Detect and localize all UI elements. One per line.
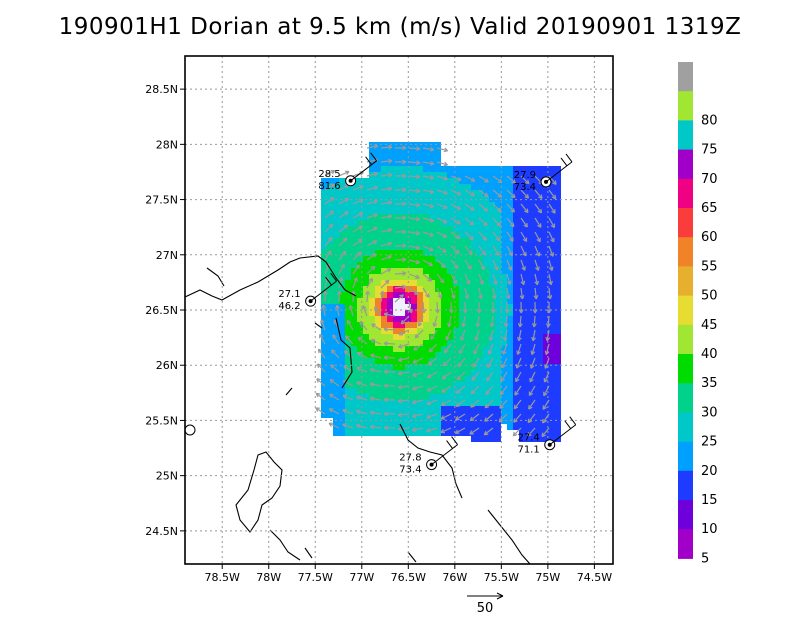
legend-label: 70 bbox=[701, 172, 718, 187]
station-marker: 27.973.4 bbox=[514, 153, 573, 193]
axis-ticks: 28.5N 28N 27.5N 27N 26.5N 26N 25.5N 25N 24.5N 78.… bbox=[145, 83, 612, 584]
legend-label: 10 bbox=[701, 522, 718, 537]
station-wind-label: 73.4 bbox=[514, 182, 536, 193]
lon-tick-label: 78W bbox=[256, 571, 281, 584]
scale-vector-label: 50 bbox=[477, 601, 494, 616]
legend-swatch bbox=[678, 266, 693, 297]
lat-tick-label: 24.5N bbox=[145, 525, 178, 538]
legend-swatch bbox=[678, 470, 693, 501]
legend-swatch bbox=[678, 441, 693, 472]
lon-tick-label: 76W bbox=[442, 571, 467, 584]
legend-label: 65 bbox=[701, 201, 718, 216]
legend-label: 45 bbox=[701, 318, 718, 333]
legend-swatch bbox=[678, 295, 693, 326]
legend-swatch bbox=[678, 383, 693, 413]
lon-tick-label: 74.5W bbox=[577, 571, 612, 584]
station-temp-label: 27.9 bbox=[514, 170, 536, 181]
color-legend: 80 75 70 65 60 55 50 45 40 35 30 25 20 15 10 5 bbox=[678, 62, 718, 566]
station-marker: 27.471.1 bbox=[517, 416, 577, 456]
lat-tick-label: 26N bbox=[156, 359, 178, 372]
legend-label: 15 bbox=[701, 493, 718, 508]
legend-label: 80 bbox=[701, 113, 718, 128]
legend-label: 25 bbox=[701, 435, 718, 450]
legend-label: 75 bbox=[701, 143, 718, 158]
lon-tick-label: 75W bbox=[535, 571, 560, 584]
map-title: 190901H1 Dorian at 9.5 km (m/s) Valid 20… bbox=[58, 14, 742, 40]
legend-swatch bbox=[678, 91, 693, 121]
lon-tick-label: 75.5W bbox=[484, 571, 519, 584]
legend-label: 50 bbox=[701, 289, 718, 304]
wind-speed-swath bbox=[321, 142, 561, 442]
station-wind-label: 73.4 bbox=[399, 465, 421, 476]
legend-swatch bbox=[678, 237, 693, 267]
station-marker: 27.873.4 bbox=[399, 436, 458, 476]
station-temp-label: 27.4 bbox=[517, 433, 539, 444]
legend-swatch bbox=[678, 529, 693, 559]
legend-label: 40 bbox=[701, 347, 718, 362]
station-temp-label: 28.5 bbox=[318, 169, 340, 180]
station-marker: 27.146.2 bbox=[278, 272, 338, 312]
scale-vector: 50 bbox=[467, 592, 504, 616]
station-temp-label: 27.1 bbox=[278, 289, 300, 300]
legend-label: 55 bbox=[701, 259, 718, 274]
station-wind-label: 81.6 bbox=[318, 181, 340, 192]
legend-swatch bbox=[678, 500, 693, 530]
legend-label: 5 bbox=[701, 551, 709, 566]
lat-tick-label: 28N bbox=[156, 138, 178, 151]
legend-label: 35 bbox=[701, 376, 718, 391]
lat-tick-label: 27.5N bbox=[145, 194, 178, 207]
lat-tick-label: 28.5N bbox=[145, 83, 178, 96]
legend-label: 20 bbox=[701, 464, 718, 479]
coastlines bbox=[185, 255, 531, 564]
legend-swatch bbox=[678, 178, 693, 209]
legend-swatch bbox=[678, 208, 693, 238]
legend-swatch bbox=[678, 120, 693, 151]
legend-label: 30 bbox=[701, 405, 718, 420]
lat-tick-label: 27N bbox=[156, 249, 178, 262]
lat-tick-label: 26.5N bbox=[145, 304, 178, 317]
station-wind-label: 46.2 bbox=[278, 301, 300, 312]
station-marker: 28.581.6 bbox=[318, 152, 378, 192]
lat-tick-label: 25N bbox=[156, 470, 178, 483]
lon-tick-label: 78.5W bbox=[205, 571, 240, 584]
legend-label: 60 bbox=[701, 230, 718, 245]
legend-swatch bbox=[678, 324, 693, 355]
legend-swatch bbox=[678, 62, 693, 92]
legend-swatch bbox=[678, 412, 693, 443]
lon-tick-label: 76.5W bbox=[391, 571, 426, 584]
grid-lines bbox=[185, 56, 613, 564]
lon-tick-label: 77.5W bbox=[298, 571, 333, 584]
legend-swatch bbox=[678, 149, 693, 180]
lat-tick-label: 25.5N bbox=[145, 414, 178, 427]
dropsonde-stations: 28.581.627.973.427.146.227.873.427.471.1 bbox=[278, 152, 577, 476]
station-temp-label: 27.8 bbox=[399, 453, 421, 464]
station-wind-label: 71.1 bbox=[517, 445, 539, 456]
lon-tick-label: 77W bbox=[349, 571, 374, 584]
legend-swatch bbox=[678, 354, 693, 384]
